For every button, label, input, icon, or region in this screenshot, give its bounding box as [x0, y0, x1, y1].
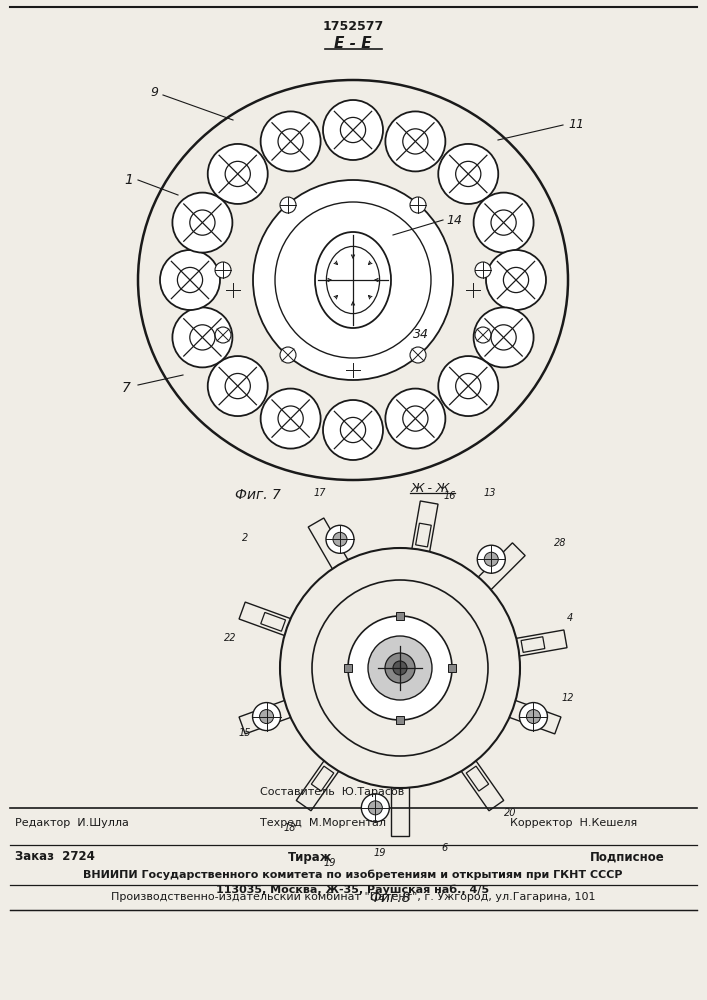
- Text: 7: 7: [122, 381, 131, 395]
- Text: 16: 16: [444, 491, 456, 501]
- Bar: [344, 664, 352, 672]
- Circle shape: [385, 653, 415, 683]
- Text: 28: 28: [554, 538, 566, 548]
- Text: Заказ  2724: Заказ 2724: [15, 850, 95, 863]
- Text: 1: 1: [124, 173, 133, 187]
- Text: Фиг.8: Фиг.8: [369, 891, 411, 905]
- Text: 20: 20: [504, 808, 516, 818]
- Circle shape: [215, 327, 231, 343]
- Circle shape: [475, 327, 491, 343]
- Circle shape: [438, 356, 498, 416]
- Polygon shape: [475, 688, 561, 734]
- Text: 12: 12: [562, 693, 574, 703]
- Circle shape: [208, 356, 268, 416]
- Circle shape: [520, 703, 547, 731]
- Text: Ж - Ж: Ж - Ж: [410, 482, 450, 494]
- Circle shape: [312, 580, 488, 756]
- Text: 113035, Москва, Ж-35, Раушская наб., 4/5: 113035, Москва, Ж-35, Раушская наб., 4/5: [216, 885, 489, 895]
- Bar: [396, 612, 404, 620]
- Polygon shape: [466, 766, 489, 791]
- Circle shape: [261, 111, 320, 171]
- Text: 17: 17: [314, 488, 326, 498]
- Ellipse shape: [138, 80, 568, 480]
- Polygon shape: [296, 731, 360, 811]
- Text: ВНИИПИ Государственного комитета по изобретениям и открытиям при ГКНТ СССР: ВНИИПИ Государственного комитета по изоб…: [83, 870, 623, 880]
- Ellipse shape: [315, 232, 391, 328]
- Circle shape: [333, 532, 347, 546]
- Circle shape: [280, 347, 296, 363]
- Circle shape: [208, 144, 268, 204]
- Circle shape: [280, 197, 296, 213]
- Circle shape: [438, 144, 498, 204]
- Text: 1752577: 1752577: [322, 20, 384, 33]
- Text: 18: 18: [284, 823, 296, 833]
- Polygon shape: [308, 518, 366, 601]
- Polygon shape: [391, 751, 409, 836]
- Polygon shape: [261, 612, 286, 631]
- Circle shape: [326, 525, 354, 553]
- Circle shape: [323, 400, 383, 460]
- Text: Техред  М.Моргентал: Техред М.Моргентал: [260, 818, 386, 828]
- Circle shape: [484, 552, 498, 566]
- Text: 19: 19: [324, 858, 337, 868]
- Polygon shape: [452, 543, 525, 616]
- Text: Производственно-издательский комбинат "Патент", г. Ужгород, ул.Гагарина, 101: Производственно-издательский комбинат "П…: [111, 892, 595, 902]
- Polygon shape: [239, 688, 325, 734]
- Circle shape: [160, 250, 220, 310]
- Circle shape: [261, 389, 320, 449]
- Circle shape: [385, 111, 445, 171]
- Circle shape: [385, 389, 445, 449]
- Circle shape: [474, 193, 534, 253]
- Circle shape: [527, 710, 540, 724]
- Circle shape: [323, 100, 383, 160]
- Circle shape: [477, 545, 506, 573]
- Text: 34: 34: [413, 328, 429, 342]
- Circle shape: [253, 180, 453, 380]
- Text: Тираж: Тираж: [288, 850, 332, 863]
- Circle shape: [361, 794, 390, 822]
- Text: Фиг. 7: Фиг. 7: [235, 488, 281, 502]
- Circle shape: [280, 548, 520, 788]
- Polygon shape: [440, 731, 503, 811]
- Text: 22: 22: [223, 633, 236, 643]
- Circle shape: [486, 250, 546, 310]
- Text: 13: 13: [484, 488, 496, 498]
- Circle shape: [215, 262, 231, 278]
- Circle shape: [393, 661, 407, 675]
- Text: 19: 19: [374, 848, 386, 858]
- Text: 4: 4: [567, 613, 573, 623]
- Circle shape: [368, 801, 382, 815]
- Text: Подписное: Подписное: [590, 850, 665, 863]
- Polygon shape: [311, 766, 334, 791]
- Polygon shape: [416, 523, 431, 547]
- Text: Составитель  Ю.Тарасов: Составитель Ю.Тарасов: [260, 787, 404, 797]
- Text: E - E: E - E: [334, 36, 372, 51]
- Circle shape: [173, 307, 233, 367]
- Text: 2: 2: [242, 533, 248, 543]
- Text: 11: 11: [568, 118, 584, 131]
- Circle shape: [410, 347, 426, 363]
- Bar: [448, 664, 456, 672]
- Polygon shape: [521, 637, 545, 652]
- Polygon shape: [480, 630, 567, 662]
- Circle shape: [252, 703, 281, 731]
- Bar: [396, 716, 404, 724]
- Text: 9: 9: [150, 86, 158, 99]
- Circle shape: [368, 636, 432, 700]
- Text: 15: 15: [239, 728, 251, 738]
- Circle shape: [259, 710, 274, 724]
- Polygon shape: [239, 602, 325, 648]
- Circle shape: [348, 616, 452, 720]
- Text: Корректор  Н.Кешеля: Корректор Н.Кешеля: [510, 818, 637, 828]
- Polygon shape: [406, 501, 438, 588]
- Text: Редактор  И.Шулла: Редактор И.Шулла: [15, 818, 129, 828]
- Circle shape: [475, 262, 491, 278]
- Circle shape: [410, 197, 426, 213]
- Circle shape: [474, 307, 534, 367]
- Text: 6: 6: [442, 843, 448, 853]
- Text: 14: 14: [446, 214, 462, 227]
- Circle shape: [173, 193, 233, 253]
